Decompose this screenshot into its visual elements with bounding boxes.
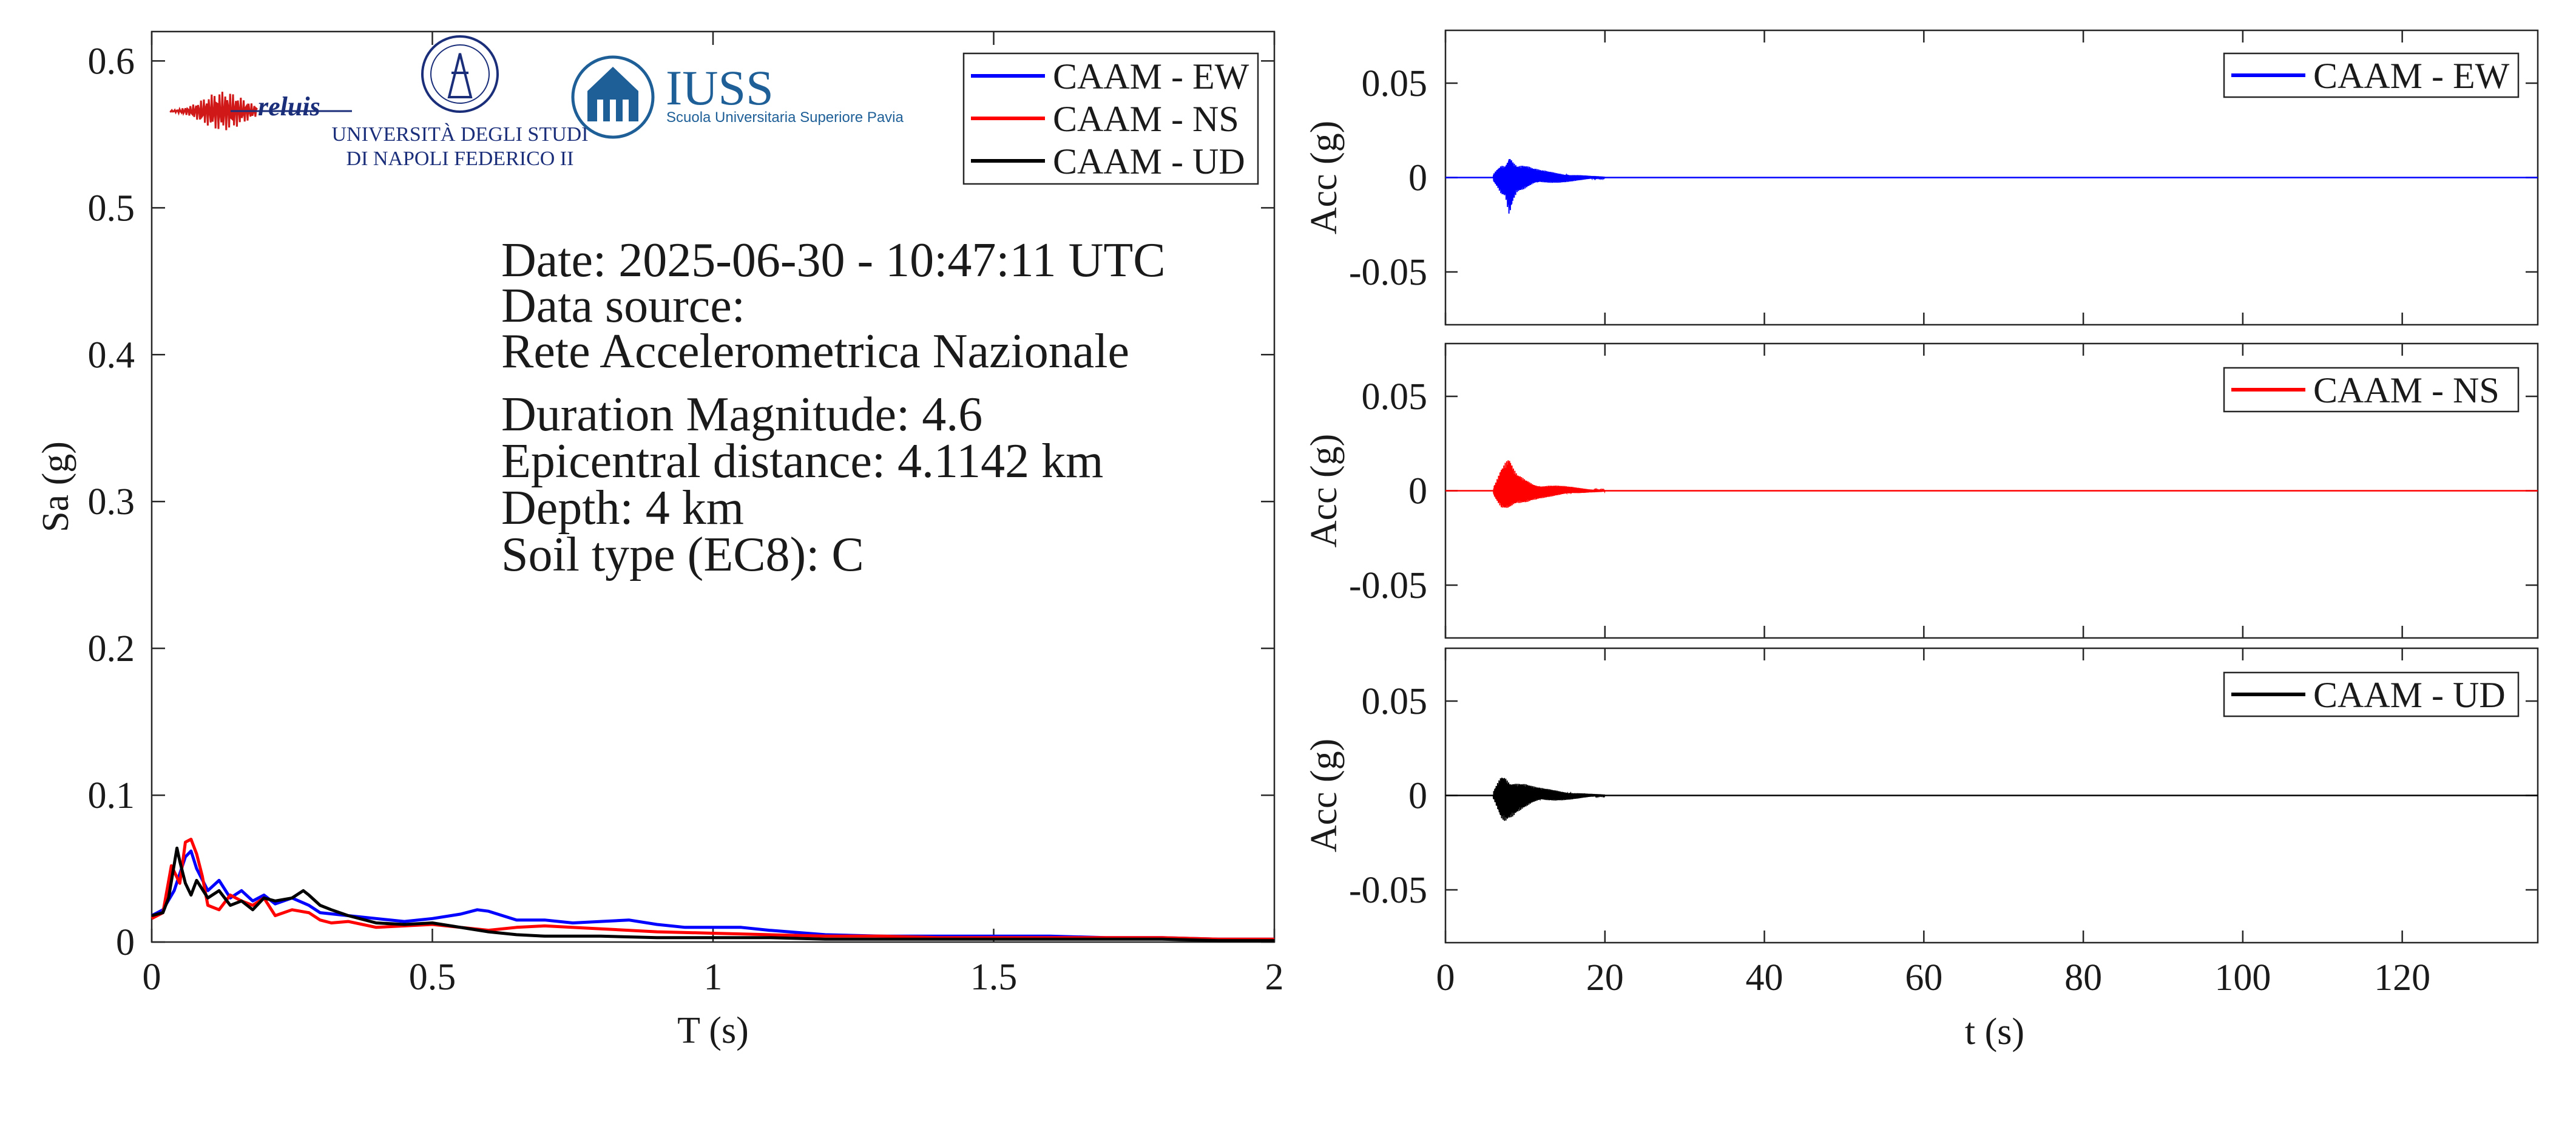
y-tick-label: 0.5 [88,188,135,229]
y-tick-label: -0.05 [1349,252,1427,293]
iuss-subtitle: Scuola Universitaria Superiore Pavia [666,109,904,126]
iuss-emblem-roof [587,67,638,91]
y-tick-label: 0 [116,922,135,963]
x-tick-label: 80 [2064,957,2102,998]
acc-ud-chart: -0.05 0 0.05 0 20 40 60 80 100 120 Acc (g) CAAM - U… [1303,647,2539,998]
time-x-axis-label: t (s) [1965,1011,2024,1053]
acc-ew-chart: -0.05 0 0.05 Acc (g) CAAM - EW [1303,29,2539,326]
x-tick-label: 0.5 [409,957,456,998]
x-tick-label: 0 [143,957,161,998]
spectrum-ticks: 0 0.5 1 1.5 2 0 0.1 0.2 0.3 0.4 0.5 0.6 [88,32,1284,998]
legend-label: CAAM - NS [2313,370,2500,410]
acc-y-axis-label: Acc (g) [1303,121,1345,235]
iuss-logo: IUSS Scuola Universitaria Superiore Pavi… [571,55,904,139]
unina-name-line1: UNIVERSITÀ DEGLI STUDI [331,123,588,146]
y-tick-label: -0.05 [1349,565,1427,606]
y-tick-label: 0.1 [88,775,135,816]
acc-ns-chart: -0.05 0 0.05 Acc (g) CAAM - NS [1303,342,2539,639]
y-tick-label: 0 [1408,471,1427,512]
y-tick-label: -0.05 [1349,870,1427,911]
x-tick-label: 60 [1905,957,1942,998]
y-tick-label: 0 [1408,158,1427,199]
unina-seal-inner-ring [430,44,490,104]
unina-seal [421,35,499,113]
x-tick-label: 20 [1586,957,1624,998]
y-tick-label: 0.6 [88,41,135,82]
acc-y-axis-label: Acc (g) [1303,434,1345,548]
reluis-wave-graphic [169,92,258,131]
legend-label: CAAM - EW [2313,56,2510,96]
iuss-emblem-column [610,100,616,121]
iuss-emblem-column [623,100,629,121]
event-info: Date: 2025-06-30 - 10:47:11 UTC Data sou… [501,234,1166,581]
y-tick-label: 0.4 [88,334,135,376]
data-source-value: Rete Accelerometrica Nazionale [501,325,1129,378]
y-tick-label: 0.05 [1362,376,1428,418]
x-tick-label: 40 [1746,957,1783,998]
legend-label: CAAM - UD [1053,141,1245,181]
iuss-emblem-column [597,100,603,121]
spectrum-x-axis-label: T (s) [677,1010,749,1051]
x-tick-label: 120 [2374,957,2430,998]
reluis-wordmark: reluis [258,92,320,121]
x-tick-label: 1.5 [970,957,1018,998]
event-depth: Depth: 4 km [501,481,744,535]
y-tick-label: 0.05 [1362,63,1428,104]
acc-signal-ew [1492,158,1606,214]
iuss-wordmark: IUSS [666,60,774,115]
spectrum-series [150,838,1274,943]
event-magnitude: Duration Magnitude: 4.6 [501,388,982,441]
legend-label: CAAM - EW [1053,56,1249,97]
event-date: Date: 2025-06-30 - 10:47:11 UTC [501,234,1166,287]
epicentral-distance: Epicentral distance: 4.1142 km [501,435,1103,488]
x-tick-label: 1 [704,957,723,998]
unina-name-line2: DI NAPOLI FEDERICO II [347,147,574,170]
legend-label: CAAM - UD [2313,675,2506,715]
acc-y-axis-label: Acc (g) [1303,739,1345,853]
y-tick-label: 0 [1408,776,1427,817]
soil-type: Soil type (EC8): C [501,528,864,581]
x-tick-label: 0 [1436,957,1455,998]
spectrum-line-ew [150,849,1274,941]
spectrum-line-ns [150,838,1274,941]
response-spectrum-chart: 0 0.5 1 1.5 2 0 0.1 0.2 0.3 0.4 0.5 0.6 T (s) Sa (g… [35,30,1284,1051]
y-tick-label: 0.05 [1362,681,1428,722]
x-tick-label: 100 [2214,957,2271,998]
spectrum-line-ud [151,846,1274,943]
reluis-logo: reluis [169,92,352,131]
spectrum-y-axis-label: Sa (g) [35,441,76,532]
data-source-label: Data source: [501,279,745,333]
x-tick-label: 2 [1265,957,1284,998]
y-tick-label: 0.3 [88,481,135,523]
acc-signal-ud [1492,778,1606,821]
legend-label: CAAM - NS [1053,99,1239,139]
unina-seal-figure [447,53,473,98]
y-tick-label: 0.2 [88,628,135,670]
acc-signal-ns [1493,460,1606,508]
unina-logo: UNIVERSITÀ DEGLI STUDI DI NAPOLI FEDERIC… [331,35,589,170]
